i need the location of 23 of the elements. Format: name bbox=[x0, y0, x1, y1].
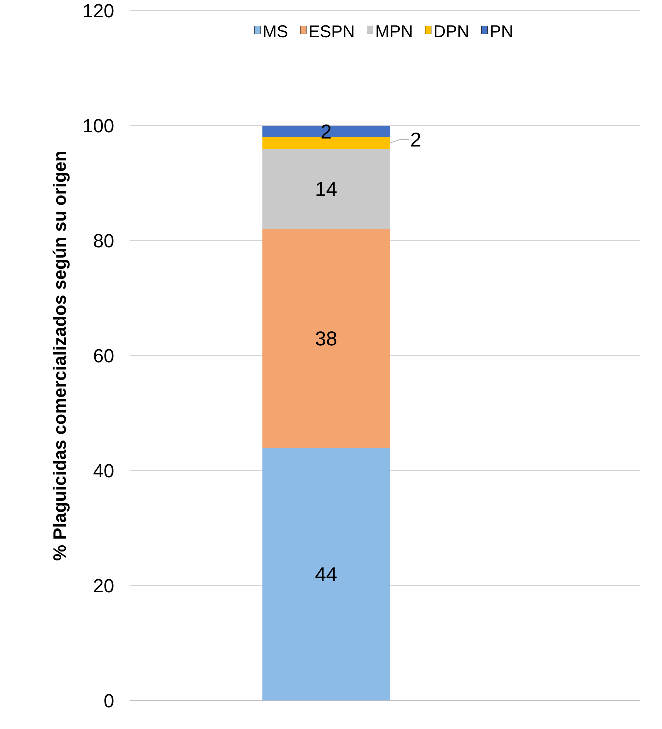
legend-label: MPN bbox=[376, 26, 412, 38]
data-label: 38 bbox=[316, 332, 337, 346]
y-tick-label: 0 bbox=[104, 694, 114, 708]
data-label: 44 bbox=[316, 568, 337, 582]
data-label: 2 bbox=[322, 124, 331, 139]
data-label: 14 bbox=[316, 182, 337, 196]
bar bbox=[262, 137, 390, 149]
y-tick-label: 40 bbox=[94, 464, 114, 478]
y-tick-label: 20 bbox=[94, 579, 114, 593]
legend-label: DPN bbox=[435, 26, 468, 38]
legend-label: ESPN bbox=[310, 26, 354, 38]
bar bbox=[262, 148, 390, 230]
bar bbox=[262, 229, 390, 448]
y-tick-label: 120 bbox=[84, 4, 114, 18]
legend-label: PN bbox=[491, 26, 512, 38]
y-axis-title: % Plaguicidas comercializados según su origen bbox=[52, 152, 70, 561]
y-tick-label: 100 bbox=[84, 119, 114, 133]
y-tick-label: 60 bbox=[94, 349, 114, 363]
y-tick-label: 80 bbox=[94, 234, 114, 248]
legend-label: MS bbox=[264, 26, 288, 38]
bar bbox=[262, 126, 390, 138]
bar bbox=[262, 448, 390, 701]
data-label: 2 bbox=[411, 132, 421, 147]
